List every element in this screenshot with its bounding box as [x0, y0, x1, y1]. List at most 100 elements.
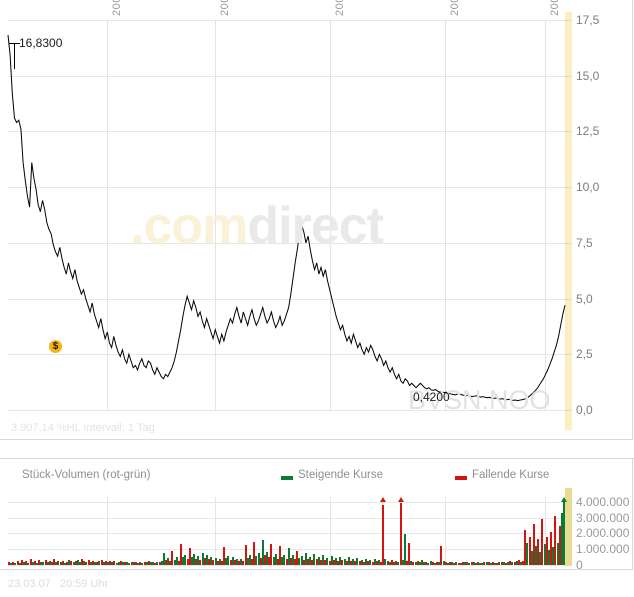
volume-bar [268, 557, 270, 565]
volume-bar [404, 534, 406, 565]
volume-bar [326, 558, 328, 565]
volume-bar [511, 562, 513, 565]
volume-bar [195, 559, 197, 565]
volume-bar [537, 539, 539, 565]
volume-y-axis-label: 1.000.000 [576, 542, 630, 556]
volume-bar [221, 561, 223, 565]
volume-bar [479, 563, 481, 565]
volume-bar [514, 562, 516, 565]
volume-bar [462, 562, 464, 565]
volume-bar [443, 561, 445, 565]
volume-bar [171, 551, 173, 565]
volume-bar [292, 555, 294, 565]
volume-bar [466, 562, 468, 565]
volume-bar [258, 553, 260, 565]
volume-bar [548, 550, 550, 565]
volume-bar [62, 561, 64, 565]
volume-bar [348, 557, 350, 565]
price-vertical-gridline [107, 20, 108, 410]
volume-bar [199, 560, 201, 565]
price-y-tick [565, 131, 571, 132]
volume-bar [165, 560, 167, 565]
volume-bar [275, 554, 277, 565]
volume-chart-panel[interactable]: Stück-Volumen (rot-grün) Steigende Kurse… [0, 458, 634, 571]
volume-bar [208, 559, 210, 565]
footer-date: 23.03.07 [8, 578, 51, 590]
volume-bar [73, 562, 75, 565]
price-plot-area[interactable]: 2003 2004 2005 2006 2007 [7, 0, 571, 411]
volume-bar [98, 561, 100, 565]
volume-bar [408, 543, 410, 565]
volume-bar [219, 559, 221, 565]
price-year-label: 2007 [549, 0, 561, 16]
volume-vertical-gridline [445, 497, 446, 565]
volume-bar [25, 561, 27, 565]
price-y-axis-label: 2,5 [576, 347, 593, 361]
volume-y-axis-label: 3.000.000 [576, 511, 630, 525]
volume-bar [486, 562, 488, 565]
volume-bar [94, 562, 96, 565]
high-price-label: 16,8300 [19, 36, 63, 50]
volume-bar [529, 537, 531, 565]
dividend-marker-icon[interactable]: $ [49, 340, 62, 353]
volume-horizontal-gridline [8, 549, 565, 550]
footer-time: 20:59 Uhr [59, 578, 109, 590]
volume-bar [30, 559, 32, 565]
volume-bar [23, 562, 25, 565]
volume-bar [51, 562, 53, 565]
volume-bar [494, 563, 496, 565]
volume-bar [133, 562, 135, 565]
volume-bar [273, 557, 275, 565]
volume-bar [365, 559, 367, 565]
volume-bar [350, 561, 352, 565]
price-y-axis-label: 15,0 [576, 69, 600, 83]
volume-bar [436, 562, 438, 565]
volume-bar [96, 562, 98, 565]
price-horizontal-gridline [8, 299, 565, 300]
volume-bar [492, 562, 494, 565]
volume-bar [415, 562, 417, 565]
volume-bar [212, 560, 214, 565]
volume-bar [421, 560, 423, 565]
volume-bar [369, 560, 371, 565]
volume-bar [247, 558, 249, 565]
volume-bar [288, 548, 290, 565]
volume-bar [223, 547, 225, 565]
volume-bar [367, 561, 369, 565]
price-year-label: 2005 [334, 0, 346, 16]
volume-bar [488, 562, 490, 565]
volume-bar [518, 560, 520, 565]
volume-bar [47, 562, 49, 565]
price-vertical-gridline [545, 20, 546, 410]
volume-bar [290, 558, 292, 565]
volume-bar [475, 563, 477, 565]
volume-bar [406, 561, 408, 565]
volume-bar [238, 561, 240, 565]
volume-bar [34, 561, 36, 565]
price-y-tick [565, 243, 571, 244]
volume-bar [505, 563, 507, 565]
volume-bar [32, 562, 34, 565]
volume-bar [333, 560, 335, 565]
volume-bar [372, 562, 374, 565]
volume-bar [311, 560, 313, 565]
price-panel-border [0, 0, 633, 440]
volume-bar [146, 562, 148, 565]
volume-bar [90, 562, 92, 565]
volume-bar [255, 556, 257, 565]
price-chart-panel[interactable]: 2003 2004 2005 2006 2007 0,0 2,5 5,0 7,5 10,0 12,… [0, 0, 634, 441]
volume-bar [81, 559, 83, 565]
legend-swatch-rising [281, 476, 293, 480]
volume-bar [40, 562, 42, 565]
volume-bar [412, 562, 414, 565]
volume-bar [77, 560, 79, 565]
volume-plot-area[interactable] [8, 497, 567, 566]
volume-bar [75, 561, 77, 565]
volume-vertical-gridline [330, 497, 331, 565]
volume-bar [174, 560, 176, 565]
volume-bar [430, 561, 432, 565]
volume-bar [380, 562, 382, 565]
price-vertical-gridline [215, 20, 216, 410]
volume-bar [331, 556, 333, 565]
volume-bar [169, 561, 171, 565]
